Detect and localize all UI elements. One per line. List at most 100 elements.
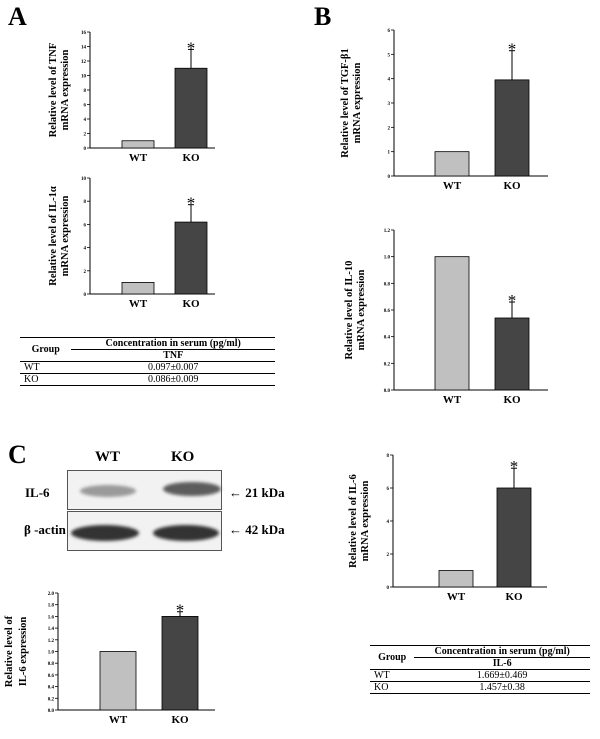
blot-row-label-actin: β -actin xyxy=(24,522,66,537)
table-cell-value: 1.669±0.469 xyxy=(414,669,590,682)
bar-ko xyxy=(494,79,530,177)
y-tick-label: 2 xyxy=(84,270,87,275)
x-tick-label-ko: KO xyxy=(505,591,523,603)
table-il6-group-header: Group xyxy=(370,645,415,670)
table-il6-header: Concentration in serum (pg/ml) xyxy=(414,645,590,658)
bar-wt xyxy=(434,151,470,177)
table-il6-subheader: IL-6 xyxy=(414,657,590,670)
blot-row-label-il6: IL-6 xyxy=(25,485,50,500)
x-tick-label-ko: KO xyxy=(182,298,200,310)
y-tick-label: 0.4 xyxy=(48,686,55,691)
significance-star: * xyxy=(510,457,519,476)
x-tick-label-wt: WT xyxy=(129,152,148,164)
y-tick-label: 6 xyxy=(387,487,390,492)
y-tick-label: 6 xyxy=(388,29,391,34)
y-tick-label: 8 xyxy=(84,200,87,205)
y-axis-label: mRNA expression xyxy=(352,63,363,144)
significance-star: * xyxy=(508,40,517,59)
y-axis-label: IL-6 expression xyxy=(18,617,29,687)
y-tick-label: 0.8 xyxy=(48,662,55,667)
bar-wt xyxy=(121,281,155,295)
y-axis-label: mRNA expression xyxy=(360,481,371,562)
band-actin-wt xyxy=(71,525,139,541)
y-tick-label: 14 xyxy=(81,46,87,51)
y-tick-label: 2 xyxy=(388,126,391,131)
y-tick-label: 8 xyxy=(387,454,390,459)
y-tick-label: 10 xyxy=(81,177,87,182)
y-axis-label: Relative level of TNF xyxy=(48,43,59,138)
x-tick-label-ko: KO xyxy=(171,714,189,726)
blot-actin-strip xyxy=(67,511,222,551)
table-tnf-subheader: TNF xyxy=(71,349,275,362)
y-axis-label: mRNA expression xyxy=(60,50,71,131)
panel-label-b: B xyxy=(314,2,332,31)
y-tick-label: 1.8 xyxy=(48,604,55,609)
y-axis-label: Relative level of IL-1α xyxy=(48,186,59,286)
panel-label-a: A xyxy=(8,2,27,31)
bar-wt xyxy=(434,256,470,391)
y-tick-label: 0.0 xyxy=(384,389,391,394)
y-tick-label: 2 xyxy=(387,553,390,558)
table-cell-group: WT xyxy=(20,361,72,374)
y-tick-label: 3 xyxy=(388,102,391,107)
table-cell-value: 0.086±0.009 xyxy=(147,374,199,385)
table-cell-value: 0.097±0.007 xyxy=(71,361,275,374)
bar-wt xyxy=(121,140,155,149)
significance-star: * xyxy=(176,601,185,620)
y-tick-label: 0.2 xyxy=(384,362,391,367)
table-row: KO 1.457±0.38 xyxy=(370,682,590,694)
y-tick-label: 4 xyxy=(388,78,391,83)
table-cell-group: KO xyxy=(24,374,39,385)
y-tick-label: 1.4 xyxy=(48,627,55,632)
x-tick-label-ko: KO xyxy=(182,152,200,164)
y-tick-label: 16 xyxy=(81,31,87,36)
bar-ko xyxy=(496,487,532,588)
table-tnf-group-header: Group xyxy=(20,337,72,362)
y-tick-label: 1.2 xyxy=(384,229,391,234)
table-row: KO 0.086±0.009 xyxy=(20,374,275,386)
y-tick-label: 12 xyxy=(81,60,87,65)
lane-label-ko: KO xyxy=(171,449,195,465)
y-axis-label: mRNA expression xyxy=(60,196,71,277)
y-tick-label: 1.2 xyxy=(48,639,55,644)
y-axis-label: mRNA expression xyxy=(356,270,367,351)
bar-ko xyxy=(174,67,208,149)
y-tick-label: 0 xyxy=(84,293,87,298)
x-tick-label-wt: WT xyxy=(443,394,462,406)
y-tick-label: 0 xyxy=(388,175,391,180)
significance-star: * xyxy=(187,194,196,213)
y-tick-label: 4 xyxy=(84,247,87,252)
y-tick-label: 0 xyxy=(84,147,87,152)
y-axis-label: Relative level of xyxy=(4,615,15,687)
y-axis-label: Relative level of IL-6 xyxy=(348,474,359,568)
x-tick-label-ko: KO xyxy=(503,180,521,192)
y-tick-label: 0.6 xyxy=(384,309,391,314)
significance-star: * xyxy=(508,291,517,310)
table-row: WT 0.097±0.007 xyxy=(20,361,275,374)
panel-label-c: C xyxy=(8,440,27,469)
y-tick-label: 0.4 xyxy=(384,336,391,341)
x-tick-label-ko: KO xyxy=(503,394,521,406)
y-tick-label: 2 xyxy=(84,133,87,138)
blot-il6-strip xyxy=(67,470,222,510)
band-actin-ko xyxy=(153,525,219,541)
table-row: WT 1.669±0.469 xyxy=(370,669,590,682)
table-il6: Group Concentration in serum (pg/ml) IL-… xyxy=(370,645,590,694)
y-tick-label: 10 xyxy=(81,75,87,80)
y-tick-label: 6 xyxy=(84,104,87,109)
y-tick-label: 1.6 xyxy=(48,615,55,620)
bar-wt xyxy=(438,570,474,588)
y-tick-label: 1 xyxy=(388,151,391,156)
y-tick-label: 5 xyxy=(388,53,391,58)
marker-21kda: ← 21 kDa xyxy=(229,485,285,500)
table-cell-group: WT xyxy=(370,669,415,682)
table-tnf-header: Concentration in serum (pg/ml) xyxy=(71,337,275,350)
y-axis-label: Relative level of IL-10 xyxy=(344,261,355,360)
marker-42kda: ← 42 kDa xyxy=(229,522,285,537)
y-tick-label: 0 xyxy=(387,586,390,591)
x-tick-label-wt: WT xyxy=(443,180,462,192)
x-tick-label-wt: WT xyxy=(129,298,148,310)
y-tick-label: 8 xyxy=(84,89,87,94)
lane-label-wt: WT xyxy=(95,449,121,465)
